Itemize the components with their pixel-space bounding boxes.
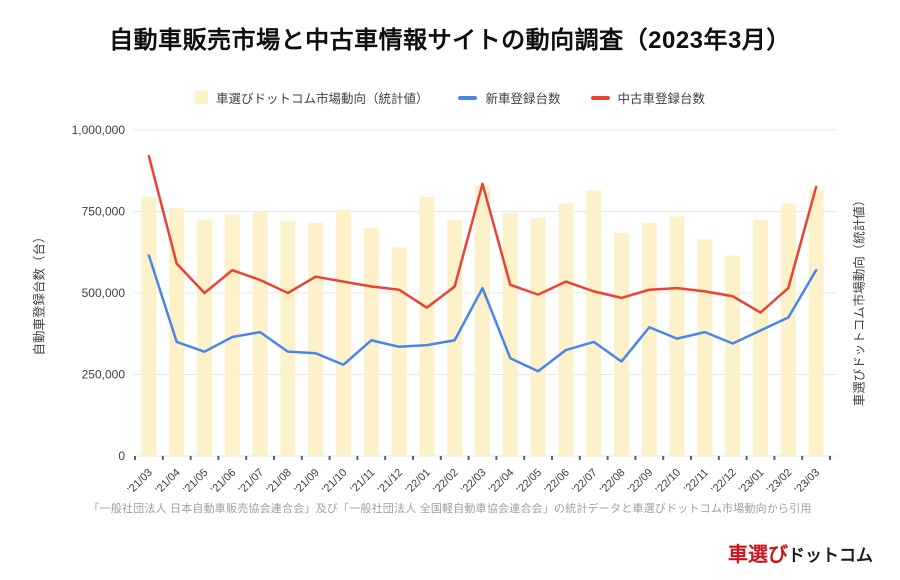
page-title: 自動車販売市場と中古車情報サイトの動向調査（2023年3月） xyxy=(109,27,791,54)
svg-text:500,000: 500,000 xyxy=(82,286,126,300)
svg-text:’22/04: ’22/04 xyxy=(487,467,517,497)
x-tick-marks xyxy=(134,456,831,460)
blue-line-swatch-icon xyxy=(458,95,478,100)
svg-text:1,000,000: 1,000,000 xyxy=(72,123,126,137)
svg-text:’22/12: ’22/12 xyxy=(709,467,739,497)
svg-text:’21/12: ’21/12 xyxy=(376,467,406,497)
svg-text:’23/01: ’23/01 xyxy=(737,467,767,497)
legend-label: 車選びドットコム市場動向（統計値） xyxy=(215,92,429,106)
chart-legend: 車選びドットコム市場動向（統計値） 新車登録台数 中古車登録台数 xyxy=(0,88,900,107)
svg-text:’22/08: ’22/08 xyxy=(598,467,628,497)
svg-text:’22/10: ’22/10 xyxy=(654,467,684,497)
svg-text:’21/08: ’21/08 xyxy=(264,467,294,497)
legend-label: 新車登録台数 xyxy=(485,92,561,106)
svg-text:’21/09: ’21/09 xyxy=(292,467,322,497)
svg-text:’21/05: ’21/05 xyxy=(181,467,211,497)
svg-text:’22/11: ’22/11 xyxy=(682,467,711,496)
logo-text-dark: ドットコム xyxy=(788,546,873,565)
bars-series xyxy=(141,185,824,457)
logo-text-red: 車選び xyxy=(728,544,788,566)
y-axis-title-left: 自動車登録台数（台） xyxy=(32,230,47,356)
svg-text:’22/07: ’22/07 xyxy=(570,467,600,497)
x-labels: ’21/03’21/04’21/05’21/06’21/07’21/08’21/… xyxy=(125,467,822,497)
svg-text:0: 0 xyxy=(118,449,125,463)
legend-item-new-car: 新車登録台数 xyxy=(458,88,561,107)
svg-text:’22/01: ’22/01 xyxy=(403,467,433,497)
svg-text:’22/02: ’22/02 xyxy=(431,467,461,497)
svg-text:’23/03: ’23/03 xyxy=(793,467,823,497)
svg-text:’22/06: ’22/06 xyxy=(542,467,572,497)
y-axis-title-right: 車選びドットコム市場動向（統計値） xyxy=(852,193,867,407)
svg-text:’22/03: ’22/03 xyxy=(459,467,489,497)
svg-text:’21/03: ’21/03 xyxy=(125,467,155,497)
line-used-car xyxy=(147,154,818,314)
svg-text:’23/02: ’23/02 xyxy=(765,467,795,497)
chart-svg: 0250,000500,000750,0001,000,000’21/03’21… xyxy=(72,123,836,497)
legend-label: 中古車登録台数 xyxy=(617,92,706,106)
svg-text:’21/07: ’21/07 xyxy=(237,467,267,497)
source-note: 「一般社団法人 日本自動車販売協会連合会」及び「一般社団法人 全国軽自動車協会連… xyxy=(88,503,812,515)
legend-item-used-car: 中古車登録台数 xyxy=(590,88,706,107)
kurumaerabi-logo: 車選びドットコム xyxy=(728,538,873,567)
svg-text:’21/04: ’21/04 xyxy=(153,467,183,497)
line-new-car xyxy=(147,254,818,373)
svg-text:250,000: 250,000 xyxy=(82,368,126,382)
chart-area: 0 250,000 500,000 750,000 1,000,000’21/03’21… xyxy=(0,110,900,505)
bar-swatch-icon xyxy=(194,91,208,104)
svg-text:750,000: 750,000 xyxy=(82,205,126,219)
svg-text:’21/10: ’21/10 xyxy=(320,467,350,497)
svg-text:’21/11: ’21/11 xyxy=(348,467,377,496)
svg-text:’22/09: ’22/09 xyxy=(626,467,656,497)
legend-item-market-trend: 車選びドットコム市場動向（統計値） xyxy=(194,88,429,107)
svg-text:’22/05: ’22/05 xyxy=(515,467,545,497)
svg-text:’21/06: ’21/06 xyxy=(209,467,239,497)
red-line-swatch-icon xyxy=(590,95,610,100)
